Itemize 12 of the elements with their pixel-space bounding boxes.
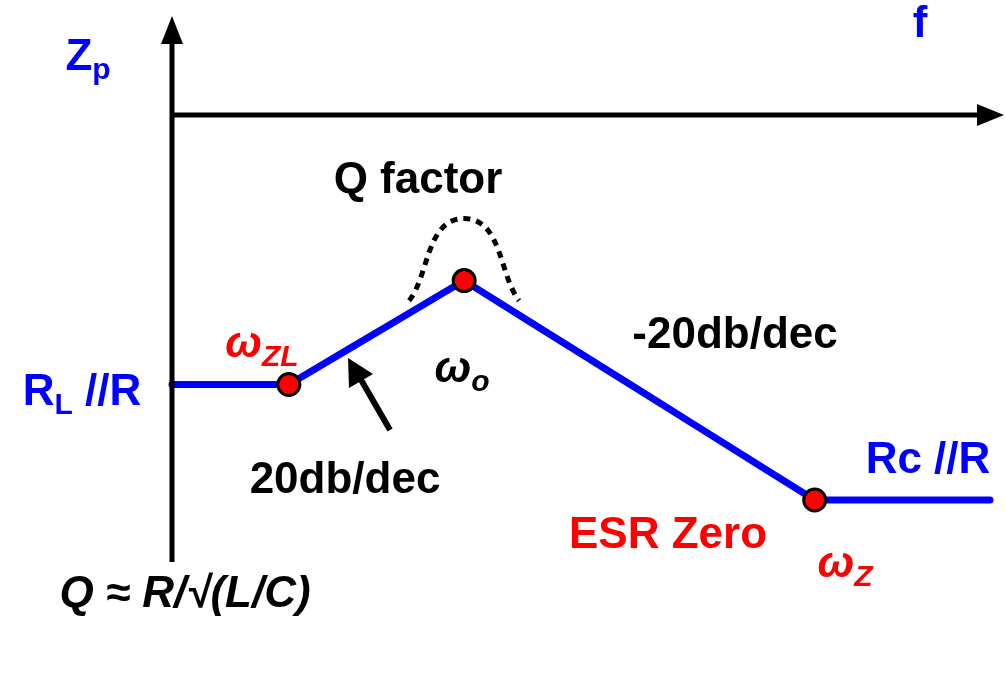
text: Q ≈ R/√(L/C) [59, 567, 311, 616]
annotation: Rc //R [865, 433, 991, 482]
annotation: ω$_{o}$ [434, 341, 490, 397]
annotation: 20db/dec [249, 453, 441, 502]
annotation: ω$_{ZL}$ [225, 316, 299, 372]
text: ESR Zero [568, 508, 768, 557]
y-axis-title: Z$_{p}$ [65, 29, 111, 85]
text: R$_{L}$ //R [22, 364, 142, 420]
text: f [912, 0, 928, 46]
annotation: Q factor [333, 153, 503, 202]
text: ω$_{Z}$ [817, 536, 873, 592]
annotation: -20db/dec [632, 308, 838, 357]
